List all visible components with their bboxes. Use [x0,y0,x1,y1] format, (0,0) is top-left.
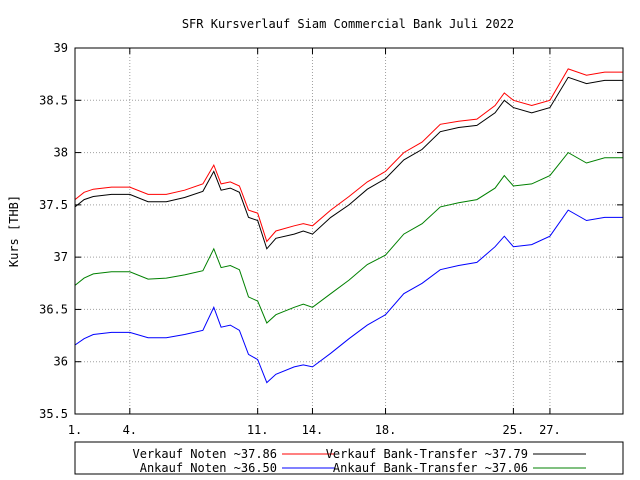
y-tick-label: 38.5 [39,93,68,107]
y-tick-label: 35.5 [39,407,68,421]
y-tick-label: 38 [54,146,68,160]
plot-frame [74,47,624,415]
series-line-2 [74,209,623,384]
legend-label: Ankauf Bank-Transfer ~37.06 [333,461,528,475]
y-tick-label: 39 [54,41,68,55]
x-tick-label: 11. [247,423,269,437]
x-tick-label: 1. [68,423,82,437]
x-tick-label: 25. [503,423,525,437]
series-lines [74,68,623,384]
y-axis-label: Kurs [THB] [7,195,21,267]
legend-label: Verkauf Noten ~37.86 [133,447,278,461]
y-axis-ticks: 35.5 36 36.5 37 37.5 38 38.5 39 [39,41,623,421]
x-tick-label: 27. [539,423,561,437]
y-tick-label: 36 [54,355,68,369]
legend-label: Verkauf Bank-Transfer ~37.79 [326,447,528,461]
x-tick-label: 4. [123,423,137,437]
y-tick-label: 37 [54,250,68,264]
legend-label: Ankauf Noten ~36.50 [140,461,277,475]
legend-box [74,441,624,475]
series-line-1 [74,68,623,243]
series-line-4 [74,151,623,324]
x-axis-ticks: 1. 4. 11. 14. 18. 25. 27. [68,48,561,437]
y-tick-label: 37.5 [39,198,68,212]
chart-title: SFR Kursverlauf Siam Commercial Bank Jul… [182,17,514,31]
y-tick-label: 36.5 [39,302,68,316]
x-tick-label: 18. [375,423,397,437]
series-line-3 [74,76,623,250]
x-tick-label: 14. [302,423,324,437]
